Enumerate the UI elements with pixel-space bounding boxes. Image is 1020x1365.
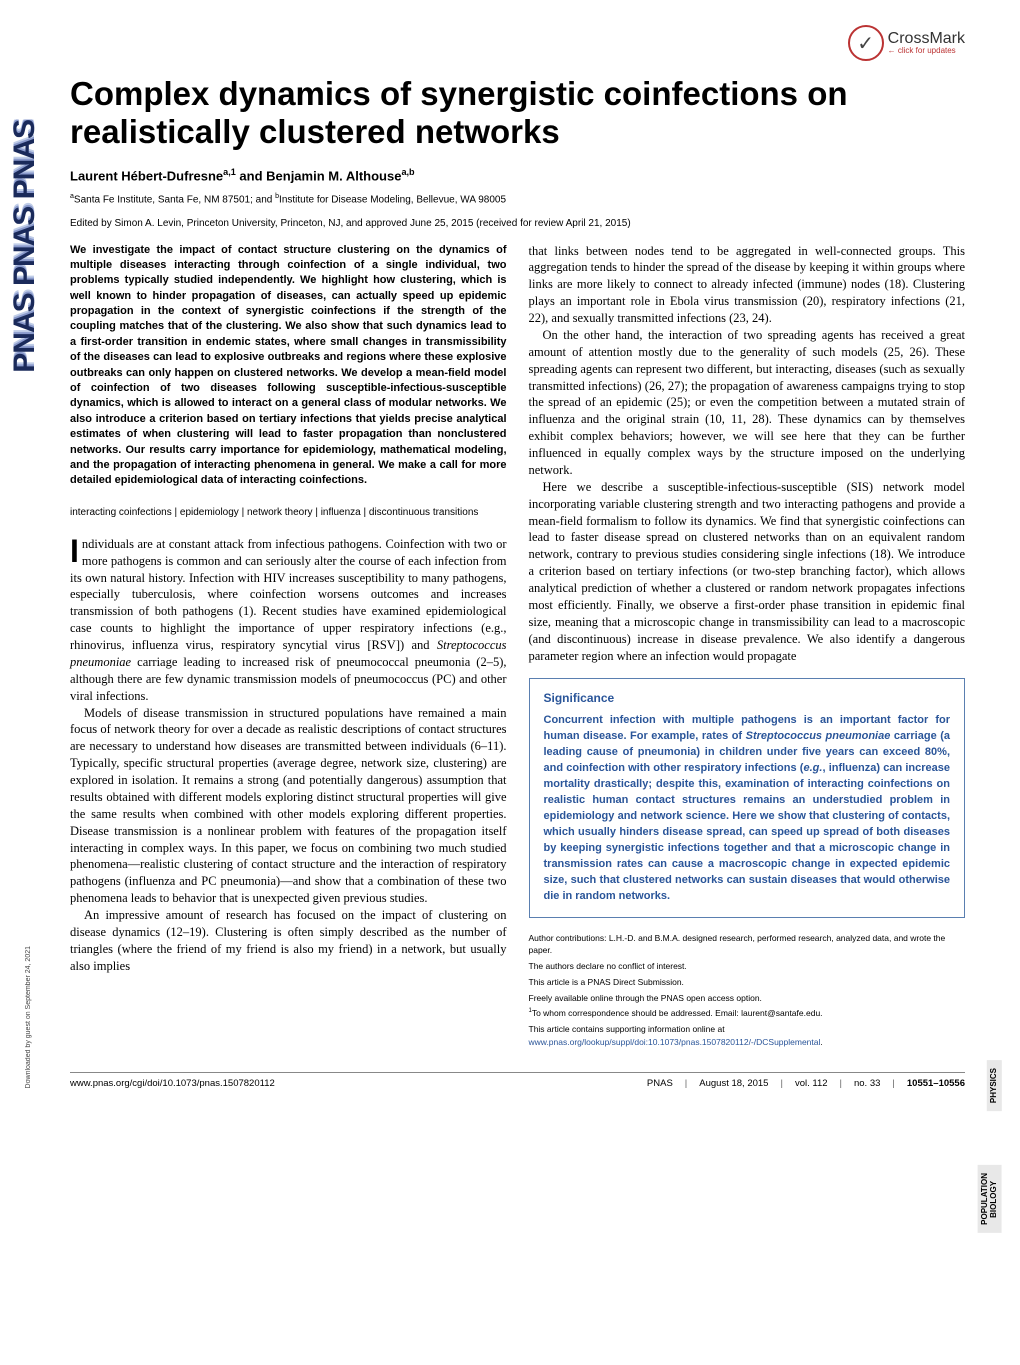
significance-body: Concurrent infection with multiple patho… — [544, 713, 951, 904]
left-column: We investigate the impact of contact str… — [70, 243, 507, 1052]
body-left: Individuals are at constant attack from … — [70, 536, 507, 975]
supporting-info: This article contains supporting informa… — [529, 1023, 966, 1049]
direct-submission: This article is a PNAS Direct Submission… — [529, 976, 966, 989]
open-access: Freely available online through the PNAS… — [529, 992, 966, 1005]
body-right: that links between nodes tend to be aggr… — [529, 243, 966, 665]
footer-volume: vol. 112 — [795, 1078, 828, 1089]
page-footer: www.pnas.org/cgi/doi/10.1073/pnas.150782… — [70, 1072, 965, 1089]
footer-issue: no. 33 — [854, 1078, 880, 1089]
keywords: interacting coinfections | epidemiology … — [70, 507, 507, 518]
significance-box: Significance Concurrent infection with m… — [529, 678, 966, 917]
doi-link[interactable]: www.pnas.org/cgi/doi/10.1073/pnas.150782… — [70, 1078, 275, 1089]
footer-pages: 10551–10556 — [907, 1078, 965, 1089]
authors-line: Laurent Hébert-Dufresnea,1 and Benjamin … — [70, 167, 965, 183]
article-footer-info: Author contributions: L.H.-D. and B.M.A.… — [529, 932, 966, 1049]
footer-date: August 18, 2015 — [699, 1078, 768, 1089]
author-contributions: Author contributions: L.H.-D. and B.M.A.… — [529, 932, 966, 958]
category-population-biology: POPULATIONBIOLOGY — [978, 1165, 1002, 1233]
crossmark-icon: ✓ — [848, 25, 884, 61]
correspondence: 1To whom correspondence should be addres… — [529, 1007, 966, 1020]
right-column: that links between nodes tend to be aggr… — [529, 243, 966, 1052]
footer-journal: PNAS — [647, 1078, 673, 1089]
supplemental-link[interactable]: www.pnas.org/lookup/suppl/doi:10.1073/pn… — [529, 1037, 821, 1047]
edited-by: Edited by Simon A. Levin, Princeton Univ… — [70, 218, 965, 229]
crossmark-badge[interactable]: ✓ CrossMark ← click for updates — [848, 25, 965, 61]
conflict-statement: The authors declare no conflict of inter… — [529, 960, 966, 973]
affiliations: aSanta Fe Institute, Santa Fe, NM 87501;… — [70, 193, 965, 205]
crossmark-sublabel: ← click for updates — [888, 47, 965, 55]
significance-title: Significance — [544, 691, 951, 705]
crossmark-label: CrossMark — [888, 31, 965, 47]
article-title: Complex dynamics of synergistic coinfect… — [70, 75, 965, 151]
abstract: We investigate the impact of contact str… — [70, 243, 507, 489]
